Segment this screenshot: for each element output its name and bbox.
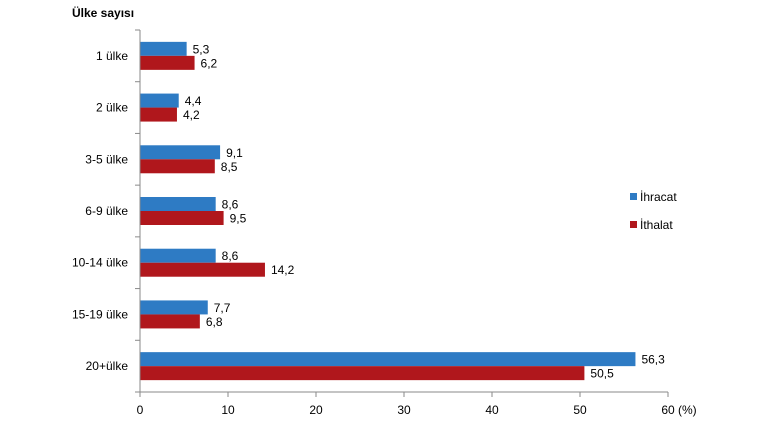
category-label: 1 ülke <box>96 49 128 63</box>
data-label: 8,6 <box>222 249 239 263</box>
bar-ihracat <box>140 197 216 211</box>
data-label: 5,3 <box>193 42 210 56</box>
data-label: 14,2 <box>271 263 295 277</box>
x-axis-unit: (%) <box>678 403 697 417</box>
bars-group: 5,36,24,44,29,18,58,69,58,614,27,76,856,… <box>140 41 665 381</box>
data-label: 8,5 <box>221 160 238 174</box>
bar-ithalat <box>140 314 200 329</box>
data-label: 9,5 <box>230 212 247 226</box>
category-label: 6-9 ülke <box>85 204 128 218</box>
bar-ihracat <box>140 145 221 160</box>
data-label: 6,2 <box>201 56 218 70</box>
bar-ihracat <box>140 248 216 263</box>
category-label: 3-5 ülke <box>85 152 128 166</box>
legend: İhracat İthalat <box>630 190 677 232</box>
x-tick-label: 20 <box>309 403 323 417</box>
axes-group: 1 ülke 2 ülke 3-5 ülke 6-9 ülke 10-14 ülke 15… <box>72 29 697 417</box>
bar-ihracat <box>140 352 636 367</box>
bar-ihracat <box>140 41 187 56</box>
y-axis-title: Ülke sayısı <box>72 5 134 20</box>
data-label: 8,6 <box>222 198 239 212</box>
category-label: 10-14 ülke <box>72 256 128 270</box>
x-tick-label: 0 <box>137 403 144 417</box>
bar-ithalat <box>140 107 177 122</box>
bar-ithalat <box>140 211 224 225</box>
data-label: 4,4 <box>185 94 202 108</box>
bar-ithalat <box>140 262 265 277</box>
bar-ithalat <box>140 159 215 174</box>
bar-ihracat <box>140 300 208 315</box>
data-label: 6,8 <box>206 315 223 329</box>
data-label: 56,3 <box>641 353 665 367</box>
legend-swatch <box>630 193 637 200</box>
category-label: 15-19 ülke <box>72 307 128 321</box>
data-label: 9,1 <box>226 146 243 160</box>
data-label: 7,7 <box>214 301 231 315</box>
legend-swatch <box>630 221 637 228</box>
x-tick-label: 60 <box>661 403 675 417</box>
legend-label: İhracat <box>640 190 677 204</box>
x-tick-label: 50 <box>573 403 587 417</box>
data-label: 50,5 <box>590 367 614 381</box>
x-tick-label: 30 <box>397 403 411 417</box>
category-label: 2 ülke <box>96 101 128 115</box>
bar-ithalat <box>140 366 585 381</box>
x-tick-label: 10 <box>221 403 235 417</box>
data-label: 4,2 <box>183 108 200 122</box>
bar-ithalat <box>140 55 195 70</box>
x-tick-label: 40 <box>485 403 499 417</box>
category-label: 20+ülke <box>86 359 129 373</box>
bar-ihracat <box>140 93 179 108</box>
legend-label: İthalat <box>640 218 673 232</box>
